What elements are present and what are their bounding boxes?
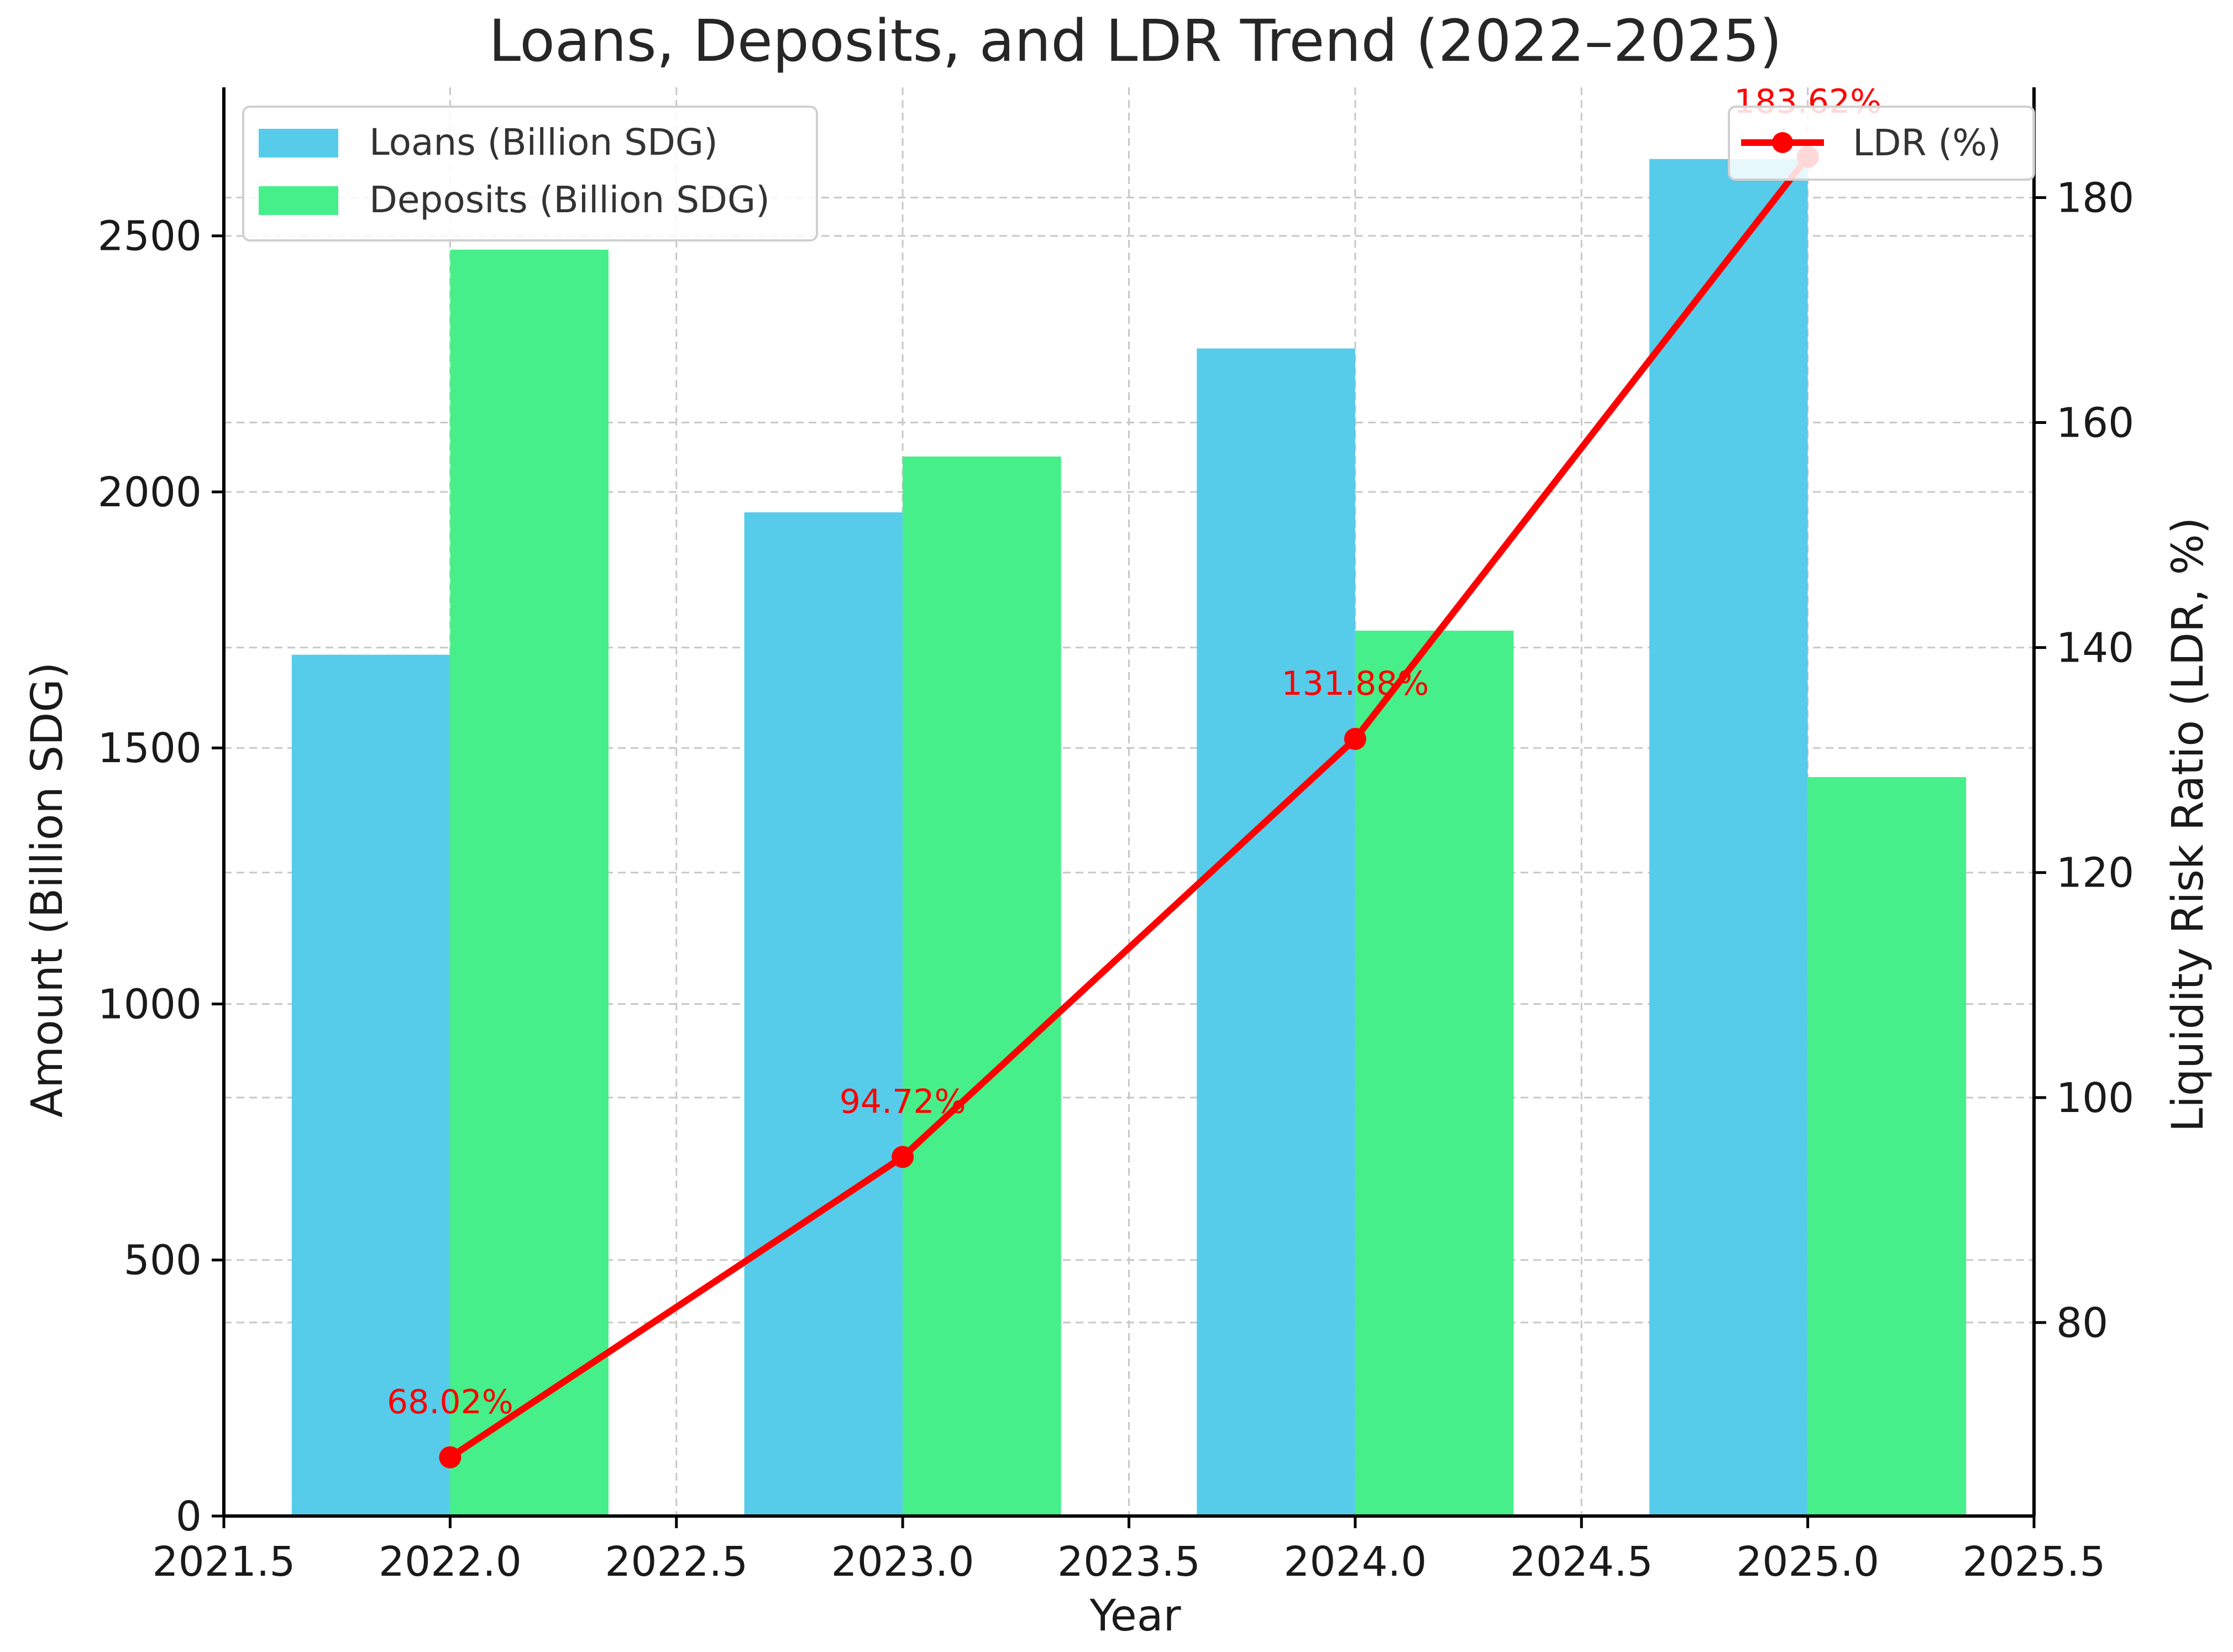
y2-tick-label: 160 [2056, 400, 2134, 447]
x-axis-label: Year [1089, 1591, 1181, 1641]
y2-tick-label: 80 [2056, 1299, 2108, 1347]
ldr-point [439, 1446, 462, 1469]
legend-label-loans: Loans (Billion SDG) [369, 121, 718, 164]
y-tick-label: 1000 [98, 980, 202, 1028]
y-axis-label: Amount (Billion SDG) [23, 662, 72, 1118]
ldr-data-label: 68.02% [387, 1383, 513, 1422]
bar-deposits [903, 457, 1061, 1516]
bar-loans [1649, 159, 1808, 1516]
ldr-data-label: 94.72% [840, 1082, 966, 1121]
chart-title: Loans, Deposits, and LDR Trend (2022–202… [489, 7, 1782, 75]
ldr-data-label: 131.88% [1281, 664, 1429, 703]
bar-deposits [450, 249, 609, 1516]
bar-deposits [1355, 631, 1514, 1516]
legend-swatch-loans [259, 129, 338, 158]
x-tick-label: 2025.5 [1963, 1538, 2106, 1586]
axes [212, 87, 2046, 1528]
x-tick-label: 2023.0 [831, 1538, 974, 1586]
legend-right-frame [1728, 106, 2035, 181]
y2-tick-label: 180 [2056, 174, 2134, 222]
y-tick-label: 2000 [98, 469, 202, 516]
x-tick-label: 2025.0 [1736, 1538, 1879, 1586]
bars [291, 159, 1967, 1516]
y2-tick-label: 100 [2056, 1074, 2134, 1122]
bar-loans [1197, 348, 1355, 1516]
x-tick-label: 2022.5 [605, 1538, 748, 1586]
legend-label-ldr: LDR (%) [1853, 122, 2001, 164]
y-tick-label: 2500 [98, 213, 202, 260]
bar-deposits [1807, 777, 1967, 1516]
x-tick-label: 2024.0 [1283, 1538, 1427, 1586]
tick-labels: 2021.5 2022.0 2022.5 2023.0 2023.5 2024.0 2024… [98, 174, 2135, 1586]
x-tick-label: 2023.5 [1057, 1538, 1201, 1586]
legend-right: LDR (%) [1728, 106, 2035, 181]
bar-loans [744, 512, 903, 1516]
y-tick-label: 1500 [98, 725, 202, 772]
y-tick-label: 500 [124, 1237, 202, 1284]
y-tick-label: 0 [176, 1493, 202, 1540]
legend-left: Loans (Billion SDG) Deposits (Billion SD… [242, 106, 818, 242]
legend-label-deposits: Deposits (Billion SDG) [369, 179, 770, 221]
bar-loans [291, 654, 450, 1516]
legend-marker-ldr [1772, 132, 1793, 153]
ldr-point [1344, 727, 1366, 750]
legend-swatch-deposits [259, 186, 338, 215]
y2-tick-label: 120 [2056, 849, 2134, 897]
legend-left-frame [242, 106, 818, 242]
x-tick-label: 2024.5 [1510, 1538, 1653, 1586]
ldr-point [892, 1146, 914, 1168]
ldr-polyline [447, 153, 1811, 1461]
y2-axis-label: Liquidity Risk Ratio (LDR, %) [2163, 517, 2213, 1132]
x-tick-label: 2021.5 [153, 1538, 296, 1586]
x-tick-label: 2022.0 [379, 1538, 522, 1586]
y2-tick-label: 140 [2056, 625, 2134, 672]
